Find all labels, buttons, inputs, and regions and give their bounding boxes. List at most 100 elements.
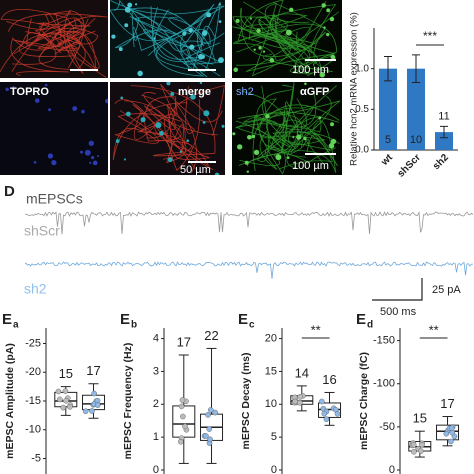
cell bbox=[33, 161, 37, 164]
cell bbox=[235, 18, 240, 23]
point-deco bbox=[82, 408, 89, 415]
fiber bbox=[235, 23, 338, 72]
cell bbox=[84, 149, 91, 156]
cell bbox=[134, 3, 138, 6]
cell bbox=[326, 8, 331, 13]
point-deco bbox=[178, 403, 185, 410]
panel-sublabel: c bbox=[249, 320, 255, 331]
cell bbox=[189, 44, 195, 50]
significance: *** bbox=[423, 29, 437, 43]
image-label: αGFP bbox=[300, 86, 329, 98]
fiber bbox=[164, 86, 201, 172]
point-deco bbox=[180, 413, 186, 420]
y-axis-title: Relative hcn2 mRNA expression (%) bbox=[349, 12, 360, 166]
fiber bbox=[13, 30, 100, 69]
trace-title: mEPSCs bbox=[26, 191, 83, 207]
cell bbox=[323, 26, 326, 29]
texture bbox=[110, 0, 225, 78]
cell bbox=[47, 153, 54, 159]
cell bbox=[244, 160, 249, 165]
cell bbox=[265, 114, 270, 119]
cell bbox=[153, 37, 156, 40]
point-deco bbox=[89, 408, 95, 414]
point-deco bbox=[60, 404, 67, 411]
n-label: 17 bbox=[177, 334, 191, 349]
fiber bbox=[112, 102, 192, 161]
cell bbox=[246, 170, 250, 173]
y-tick-label: 0.0 bbox=[355, 145, 369, 156]
fiber bbox=[276, 82, 295, 153]
n-label: 10 bbox=[410, 134, 422, 146]
point-deco bbox=[418, 448, 424, 454]
error-bar bbox=[384, 55, 392, 82]
y-tick-label: 5 bbox=[271, 431, 277, 443]
fiber bbox=[259, 130, 336, 170]
cell bbox=[253, 149, 260, 155]
fiber bbox=[239, 101, 324, 167]
significance: ** bbox=[311, 322, 321, 337]
x-tick-label: wt bbox=[379, 152, 396, 169]
cell bbox=[256, 28, 261, 34]
error-bar bbox=[440, 125, 448, 139]
cell bbox=[115, 139, 120, 143]
cell bbox=[296, 134, 302, 140]
point-deco bbox=[297, 399, 303, 406]
y-tick-label: 0 bbox=[389, 464, 395, 474]
scale-bar bbox=[372, 278, 423, 301]
point-deco bbox=[62, 388, 69, 394]
point-deco bbox=[321, 410, 328, 417]
cell bbox=[218, 57, 224, 64]
micrograph bbox=[0, 82, 108, 175]
fiber bbox=[137, 84, 225, 167]
cell bbox=[125, 111, 131, 117]
significance: ** bbox=[429, 322, 439, 337]
cell bbox=[206, 12, 212, 18]
cell bbox=[321, 3, 326, 8]
y-tick-label: 0 bbox=[153, 464, 159, 474]
panel-sublabel: a bbox=[13, 320, 19, 331]
panel-sublabel: b bbox=[131, 320, 137, 331]
fiber bbox=[10, 18, 96, 76]
y-tick-label: -100 bbox=[373, 378, 395, 390]
cell bbox=[218, 20, 222, 24]
cell bbox=[303, 137, 307, 141]
fiber bbox=[128, 7, 204, 57]
panel-label: E bbox=[120, 311, 130, 328]
cell bbox=[251, 134, 256, 139]
trace bbox=[24, 210, 474, 235]
cell bbox=[202, 120, 206, 124]
n-label: 16 bbox=[322, 372, 336, 387]
cell bbox=[89, 161, 92, 164]
point-deco bbox=[182, 423, 188, 430]
fiber bbox=[240, 8, 310, 58]
bar bbox=[379, 68, 397, 150]
point-deco bbox=[207, 407, 214, 413]
image-label: TOPRO bbox=[10, 86, 49, 98]
cell bbox=[318, 116, 322, 120]
cell bbox=[123, 158, 126, 161]
cell bbox=[221, 124, 225, 128]
panel-label: E bbox=[356, 311, 366, 328]
y-tick-label: 10 bbox=[265, 398, 277, 410]
cell bbox=[155, 122, 162, 129]
trace-label: sh2 bbox=[24, 281, 47, 297]
y-axis-title: mEPSC Charge (fC) bbox=[358, 352, 370, 450]
cell bbox=[127, 2, 133, 8]
cell bbox=[237, 144, 243, 150]
y-tick-label: -25 bbox=[25, 337, 41, 349]
point-deco bbox=[448, 425, 455, 431]
panel-label: D bbox=[4, 183, 15, 200]
panel-label: E bbox=[238, 311, 248, 328]
cell bbox=[51, 159, 57, 166]
fiber bbox=[240, 7, 337, 76]
fiber bbox=[245, 11, 340, 72]
y-tick-label: -150 bbox=[373, 335, 395, 347]
y-tick-label: 0 bbox=[271, 464, 277, 474]
cell bbox=[200, 54, 205, 59]
cell bbox=[81, 109, 85, 114]
cell bbox=[330, 122, 335, 127]
point-deco bbox=[292, 398, 298, 405]
fiber bbox=[113, 104, 196, 170]
point-deco bbox=[57, 396, 63, 403]
